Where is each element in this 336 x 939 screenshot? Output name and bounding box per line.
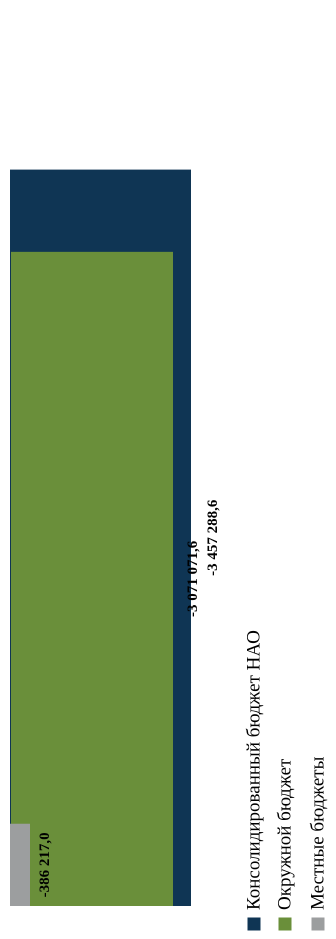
- bar-district: [11, 251, 173, 906]
- bar-local: [10, 823, 30, 906]
- data-label-local: -386 217,0: [37, 832, 53, 897]
- data-label-district: -3 071 071,6: [185, 540, 201, 617]
- legend-swatch-local: [311, 917, 325, 931]
- data-label-consolidated: -3 457 288,6: [205, 499, 221, 576]
- data-labels-group: -3 457 288,6-3 071 071,6 -386 217,0: [37, 499, 221, 897]
- legend-swatch-consolidated: [247, 917, 261, 931]
- legend-label-consolidated: Консолидированный бюджет НАО: [244, 630, 265, 910]
- legend: Консолидированный бюджет НАО Окружной бюд…: [244, 630, 329, 931]
- legend-swatch-district: [278, 917, 292, 931]
- legend-label-local: Местные бюджеты: [308, 756, 329, 910]
- legend-label-district: Окружной бюджет: [275, 758, 296, 910]
- bars-group: [10, 169, 191, 906]
